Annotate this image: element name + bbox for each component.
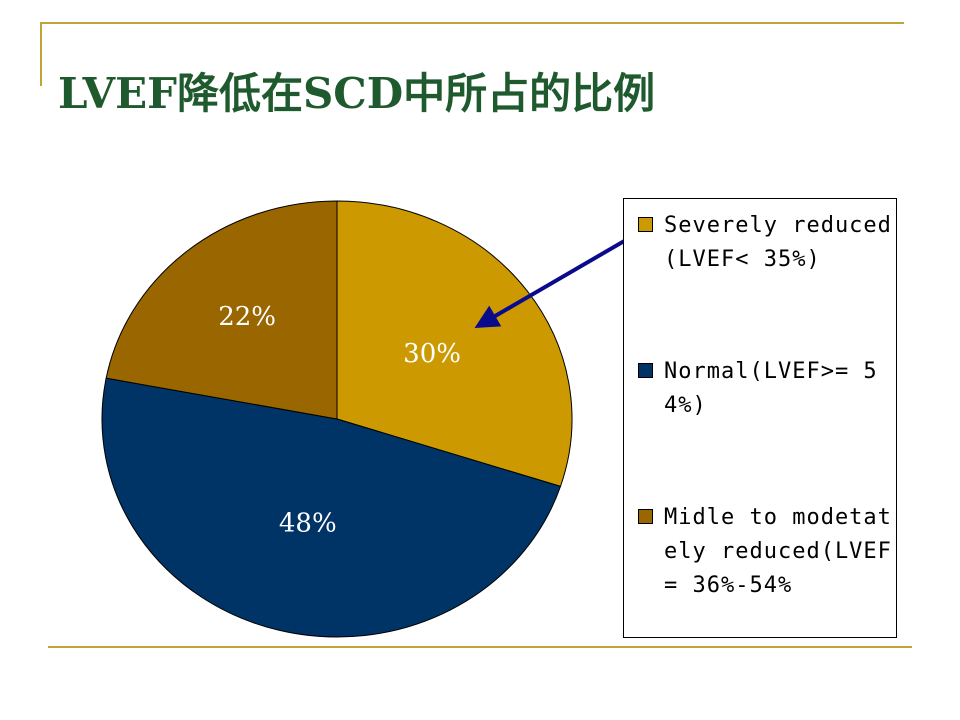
chart-legend: Severely reduced(LVEF< 35%) Normal(LVEF>… xyxy=(623,198,897,638)
legend-swatch xyxy=(638,217,653,232)
slice-midle-to-moderately-reduced xyxy=(105,200,338,420)
slide-left-rule xyxy=(40,22,42,86)
legend-label: Severely reduced(LVEF< 35%) xyxy=(664,213,892,272)
callout-arrow xyxy=(474,231,640,329)
slide-bottom-rule xyxy=(48,646,912,648)
data-label: 30% xyxy=(403,339,461,369)
slide-title: LVEF降低在SCD中所占的比例 xyxy=(58,69,656,118)
legend-label: Midle to modetately reduced(LVEF= 36%-54… xyxy=(664,505,892,598)
slice-normal xyxy=(101,377,562,638)
data-label: 22% xyxy=(218,302,276,332)
legend-swatch xyxy=(638,363,653,378)
slide-top-rule xyxy=(40,22,904,24)
slice-severely-reduced xyxy=(336,200,573,487)
legend-swatch xyxy=(638,509,653,524)
data-label: 48% xyxy=(279,509,337,539)
legend-label: Normal(LVEF>= 54%) xyxy=(664,359,878,418)
